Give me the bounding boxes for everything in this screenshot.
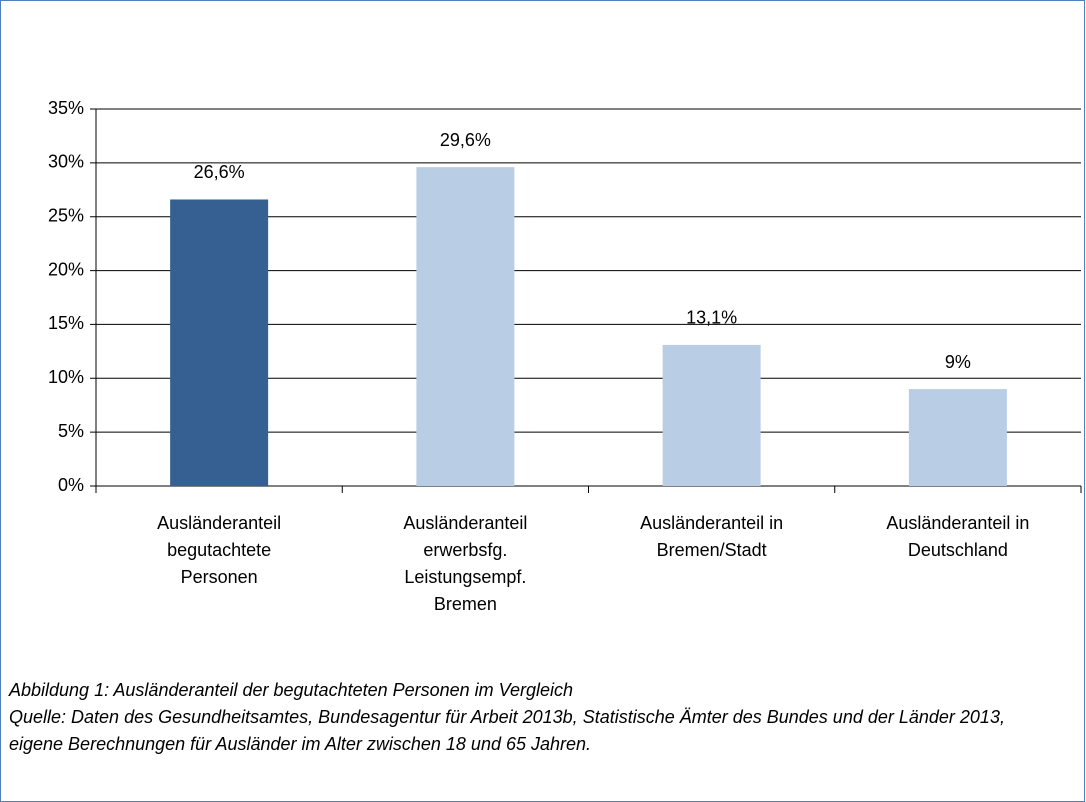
y-tick-label: 30%	[48, 152, 84, 172]
bar	[908, 389, 1007, 486]
y-tick-label: 5%	[58, 421, 84, 441]
y-tick-label: 35%	[48, 98, 84, 118]
x-tick-label: Ausländeranteil in Deutschland	[886, 513, 1029, 560]
y-tick-label: 10%	[48, 367, 84, 387]
y-tick-label: 15%	[48, 313, 84, 333]
y-tick-label: 0%	[58, 475, 84, 495]
x-tick-label: Ausländeranteil erwerbsfg. Leistungsempf. B…	[403, 513, 527, 614]
caption: Abbildung 1: Ausländeranteil der begutac…	[9, 680, 574, 700]
chart: 0% 5% 10% 15% 20% 25% 30% 35% Ausländeranteil beg…	[48, 98, 1082, 614]
x-tick-label: Ausländeranteil in Bremen/Stadt	[640, 513, 783, 560]
data-label: 26,6%	[194, 162, 245, 182]
data-label: 29,6%	[440, 130, 491, 150]
source: Quelle: Daten des Gesundheitsamtes, Bund…	[9, 707, 1005, 754]
data-label: 13,1%	[686, 308, 737, 328]
bar	[662, 344, 761, 486]
bar	[170, 199, 269, 487]
bar	[416, 167, 515, 486]
y-tick-label: 20%	[48, 259, 84, 279]
caption-block: Abbildung 1: Ausländeranteil der begutac…	[9, 677, 1009, 758]
data-label: 9%	[945, 352, 971, 372]
y-tick-label: 25%	[48, 205, 84, 225]
x-tick-label: Ausländeranteil begutachtete Personen	[157, 513, 281, 587]
